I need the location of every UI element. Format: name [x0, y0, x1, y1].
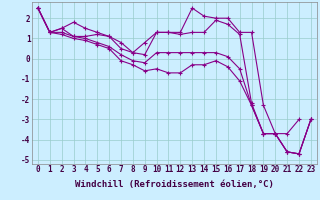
X-axis label: Windchill (Refroidissement éolien,°C): Windchill (Refroidissement éolien,°C) [75, 180, 274, 189]
